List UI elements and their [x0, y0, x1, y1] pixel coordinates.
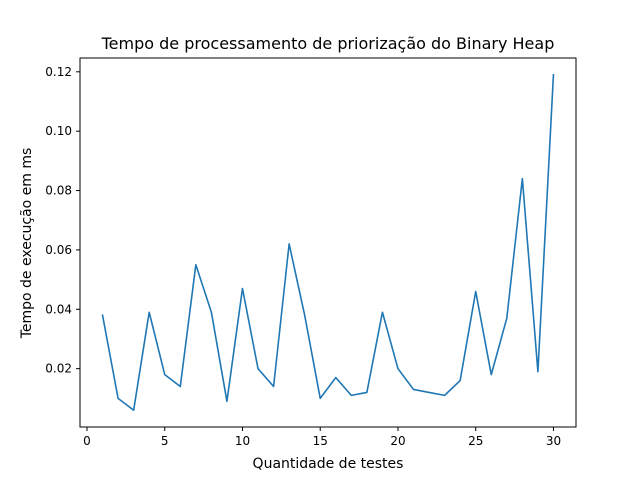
data-point [242, 288, 244, 290]
data-point [133, 409, 135, 411]
y-tick-label: 0.10 [45, 124, 72, 138]
series-line [101, 73, 555, 412]
x-tick-label: 5 [161, 434, 169, 448]
data-point [366, 392, 368, 394]
data-point [382, 311, 384, 313]
data-point [506, 317, 508, 319]
y-tick-label: 0.02 [45, 362, 72, 376]
data-point [148, 311, 150, 313]
y-tick-label: 0.12 [45, 65, 72, 79]
x-tick-label: 15 [313, 434, 328, 448]
x-tick-label: 25 [468, 434, 483, 448]
data-point [397, 368, 399, 370]
data-point [211, 311, 213, 313]
data-point [226, 401, 228, 403]
data-point [195, 264, 197, 266]
data-point [319, 398, 321, 400]
x-tick-label: 30 [546, 434, 561, 448]
data-point [335, 377, 337, 379]
y-tick-label: 0.08 [45, 184, 72, 198]
data-point [102, 314, 104, 316]
chart-title: Tempo de processamento de priorização do… [101, 34, 555, 53]
data-point [288, 243, 290, 245]
plot-area-frame [79, 57, 577, 428]
data-point [537, 371, 539, 373]
x-tick-label: 10 [235, 434, 250, 448]
data-point [304, 314, 306, 316]
data-point [428, 392, 430, 394]
x-tick-label: 0 [83, 434, 91, 448]
series-group [101, 73, 555, 412]
data-point [444, 395, 446, 397]
x-tick-label: 20 [390, 434, 405, 448]
data-point [413, 389, 415, 391]
x-axis-label: Quantidade de testes [253, 456, 404, 472]
y-tick-label: 0.06 [45, 243, 72, 257]
data-point [164, 374, 166, 376]
axis-ticks: 0 5 10 15 20 25 30 0.02 0.04 0.06 0.08 0.10 0.12 [45, 65, 561, 448]
data-point [117, 398, 119, 400]
y-tick-label: 0.04 [45, 302, 72, 316]
data-point [273, 386, 275, 388]
y-axis-label: Tempo de execução em ms [19, 148, 35, 340]
data-point [522, 178, 524, 180]
data-point [490, 374, 492, 376]
data-point [257, 368, 259, 370]
data-point [351, 395, 353, 397]
data-point [459, 380, 461, 382]
data-point [553, 74, 555, 76]
data-point [475, 291, 477, 293]
data-point [179, 386, 181, 388]
